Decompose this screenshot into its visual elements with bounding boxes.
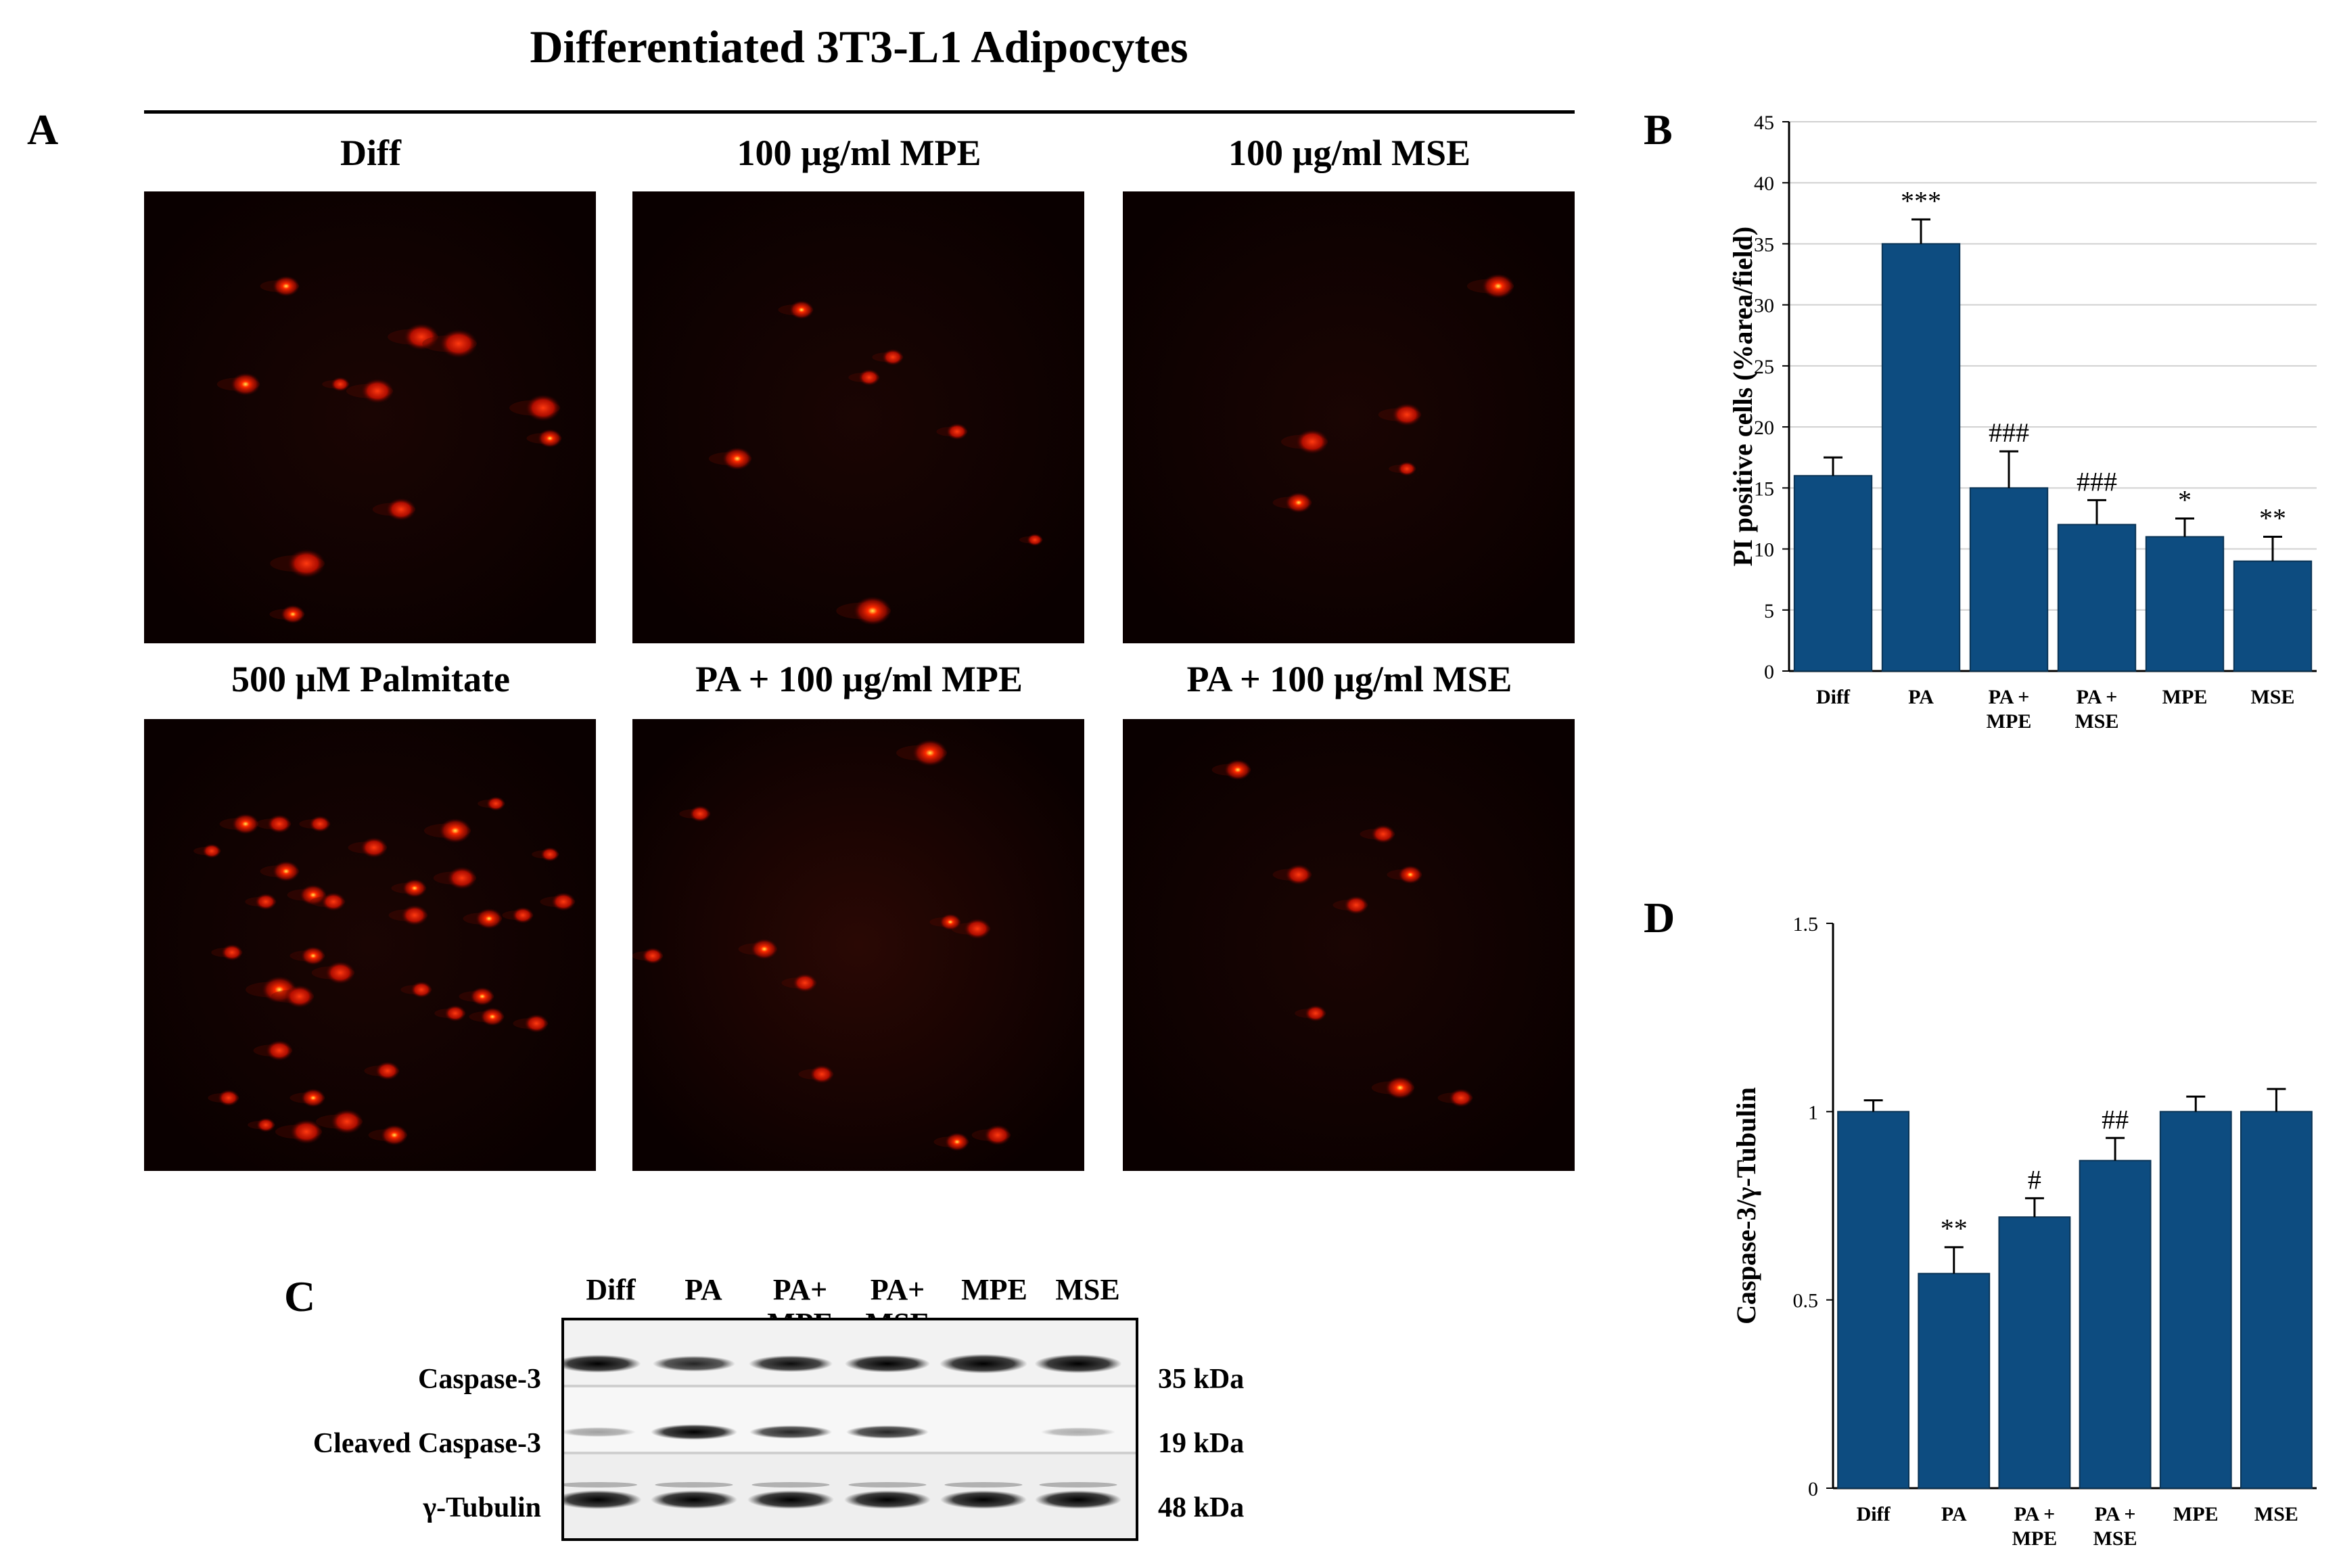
bar bbox=[2145, 536, 2225, 672]
bar bbox=[1969, 487, 2049, 672]
significance-label: # bbox=[2028, 1164, 2041, 1195]
blot-band bbox=[1040, 1427, 1116, 1437]
micrograph-mpe bbox=[632, 191, 1084, 643]
blot-kda-label: 48 kDa bbox=[1158, 1492, 1245, 1523]
micrograph-label-pa-mse: PA + 100 µg/ml MSE bbox=[1186, 659, 1512, 699]
micrograph-pa-mse bbox=[1123, 719, 1575, 1171]
significance-label: * bbox=[2178, 484, 2192, 515]
micrograph-label-mpe: 100 µg/ml MPE bbox=[737, 133, 981, 173]
bar bbox=[2233, 560, 2313, 672]
blot-band bbox=[747, 1490, 834, 1509]
x-tick-label: MPE bbox=[2173, 1503, 2219, 1525]
x-tick-label: PA + MPE bbox=[2012, 1503, 2058, 1550]
x-tick-label: PA bbox=[1941, 1503, 1967, 1525]
panel-letter-c: C bbox=[284, 1272, 316, 1320]
y-tick-label: 5 bbox=[1764, 600, 1774, 622]
y-tick-label: 0 bbox=[1808, 1478, 1818, 1500]
x-tick-label: Diff bbox=[1857, 1503, 1891, 1525]
bar bbox=[1918, 1272, 1991, 1489]
bar-chart-caspase-ratio: 0 0.5 1 1.5 Diff ** PA # PA + MPE ## PA + MSE MPE MSE C… bbox=[1718, 906, 2327, 1563]
bar-chart-pi-positive: 0 5 10 15 20 25 30 35 40 45 Diff *** PA ### PA + MPE ###… bbox=[1718, 108, 2327, 744]
figure-title: Differentiated 3T3-L1 Adipocytes bbox=[530, 21, 1188, 72]
bar bbox=[2240, 1111, 2313, 1490]
significance-label: *** bbox=[1901, 185, 1941, 216]
x-tick-label: MPE bbox=[2162, 686, 2208, 708]
y-tick-label: 1.5 bbox=[1793, 913, 1819, 936]
blot-band bbox=[940, 1354, 1027, 1374]
significance-label: ** bbox=[1941, 1214, 1968, 1244]
blot-kda-label: 19 kDa bbox=[1158, 1428, 1245, 1459]
y-tick-label: 45 bbox=[1754, 112, 1774, 134]
micrograph-label-pa-mpe: PA + 100 µg/ml MPE bbox=[695, 659, 1023, 699]
blot-band bbox=[651, 1490, 737, 1509]
panel-letter-d: D bbox=[1644, 894, 1675, 942]
y-axis-label: Caspase-3/γ-Tubulin bbox=[1731, 1087, 1761, 1324]
y-tick-label: 35 bbox=[1754, 233, 1774, 256]
blot-lane-label: PA bbox=[685, 1273, 722, 1306]
x-tick-label: PA + MSE bbox=[2075, 686, 2118, 733]
significance-label: ** bbox=[2259, 503, 2286, 534]
significance-label: ### bbox=[1989, 417, 2029, 448]
blot-band bbox=[564, 1490, 642, 1509]
significance-label: ## bbox=[2102, 1104, 2129, 1134]
blot-band bbox=[845, 1355, 930, 1373]
blot-row-label: Cleaved Caspase-3 bbox=[312, 1428, 541, 1459]
blot-band bbox=[653, 1356, 735, 1372]
x-tick-label: Diff bbox=[1816, 686, 1851, 708]
y-tick-label: 20 bbox=[1754, 417, 1774, 439]
y-tick-label: 25 bbox=[1754, 356, 1774, 378]
y-axis-label: PI positive cells (%area/field) bbox=[1728, 227, 1758, 567]
western-blot-image bbox=[561, 1318, 1138, 1541]
y-tick-label: 40 bbox=[1754, 172, 1774, 195]
bar bbox=[2159, 1111, 2232, 1490]
micrograph-diff bbox=[144, 191, 596, 643]
blot-lane-label: Diff bbox=[586, 1273, 636, 1306]
blot-lane-label: MSE bbox=[1055, 1273, 1120, 1306]
y-tick-label: 1 bbox=[1808, 1101, 1818, 1124]
blot-lane-label: MPE bbox=[961, 1273, 1027, 1306]
blot-band bbox=[846, 1425, 929, 1439]
blot-band bbox=[564, 1354, 641, 1373]
blot-band bbox=[651, 1424, 737, 1440]
blot-kda-label: 35 kDa bbox=[1158, 1364, 1245, 1395]
bar bbox=[2057, 524, 2137, 672]
y-tick-label: 30 bbox=[1754, 295, 1774, 317]
blot-row-label: γ-Tubulin bbox=[423, 1492, 541, 1523]
y-tick-label: 15 bbox=[1754, 478, 1774, 500]
panel-letter-b: B bbox=[1644, 106, 1673, 154]
micrograph-mse bbox=[1123, 191, 1575, 643]
bar bbox=[1998, 1216, 2071, 1489]
micrograph-label-mse: 100 µg/ml MSE bbox=[1228, 133, 1471, 173]
y-tick-label: 10 bbox=[1754, 539, 1774, 561]
title-divider bbox=[144, 110, 1575, 114]
blot-band bbox=[940, 1490, 1027, 1509]
y-tick-label: 0 bbox=[1764, 661, 1774, 683]
x-tick-label: PA bbox=[1908, 686, 1934, 708]
x-tick-label: PA + MSE bbox=[2093, 1503, 2137, 1550]
bar bbox=[1881, 243, 1961, 672]
bar bbox=[1793, 475, 1873, 672]
blot-band bbox=[749, 1425, 832, 1439]
significance-label: ### bbox=[2077, 466, 2117, 497]
blot-band bbox=[844, 1490, 931, 1509]
micrograph-label-diff: Diff bbox=[340, 133, 401, 173]
bar bbox=[1837, 1111, 1910, 1490]
x-tick-label: MSE bbox=[2250, 686, 2294, 708]
blot-band bbox=[749, 1355, 833, 1373]
x-tick-label: PA + MPE bbox=[1987, 686, 2032, 733]
y-tick-label: 0.5 bbox=[1793, 1290, 1819, 1312]
blot-row-label: Caspase-3 bbox=[417, 1364, 541, 1395]
micrograph-pa-mpe bbox=[632, 719, 1084, 1171]
blot-band bbox=[1035, 1490, 1121, 1509]
blot-band bbox=[1034, 1354, 1122, 1373]
panel-letter-a: A bbox=[27, 106, 59, 154]
micrograph-label-palmitate: 500 µM Palmitate bbox=[231, 659, 510, 699]
micrograph-palmitate bbox=[144, 719, 596, 1171]
x-tick-label: MSE bbox=[2254, 1503, 2298, 1525]
bar bbox=[2079, 1159, 2152, 1489]
blot-band bbox=[564, 1427, 636, 1437]
